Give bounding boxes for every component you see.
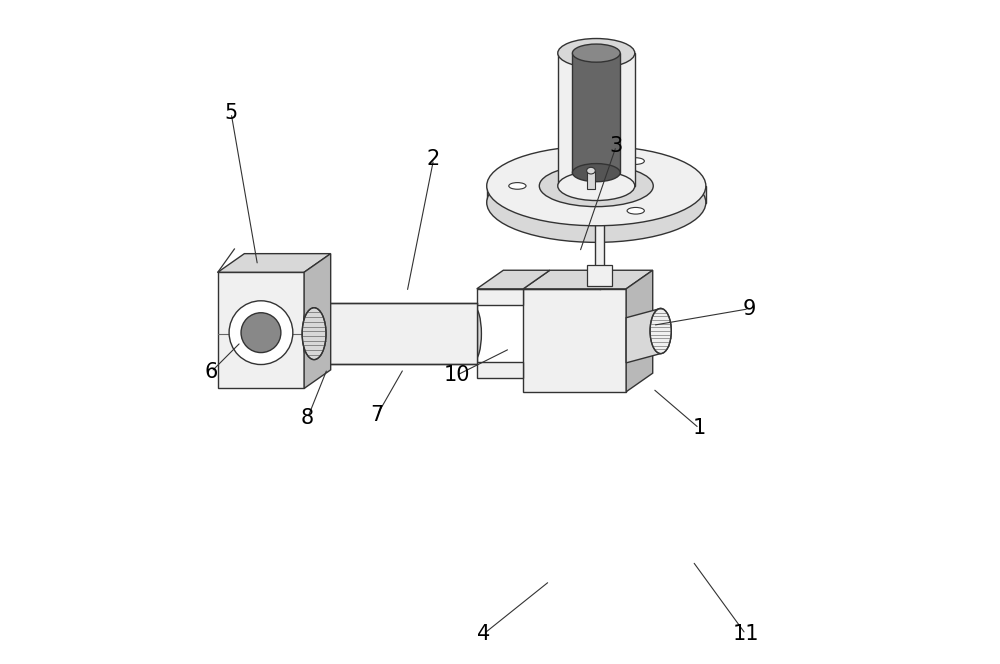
- Ellipse shape: [509, 183, 526, 189]
- Polygon shape: [626, 308, 661, 363]
- Polygon shape: [311, 303, 477, 365]
- Bar: [523, 289, 626, 392]
- Bar: [587, 265, 612, 286]
- Polygon shape: [595, 203, 604, 312]
- Ellipse shape: [229, 301, 293, 365]
- Ellipse shape: [587, 167, 595, 174]
- Ellipse shape: [650, 308, 671, 354]
- Ellipse shape: [487, 163, 706, 242]
- Polygon shape: [558, 53, 635, 186]
- Text: 4: 4: [477, 624, 490, 644]
- Text: 1: 1: [693, 418, 706, 438]
- Text: 2: 2: [427, 149, 440, 169]
- Polygon shape: [218, 254, 331, 272]
- Ellipse shape: [558, 39, 635, 68]
- Ellipse shape: [572, 163, 620, 182]
- Ellipse shape: [487, 146, 706, 226]
- Polygon shape: [523, 270, 653, 289]
- Ellipse shape: [539, 165, 653, 207]
- Ellipse shape: [241, 313, 281, 353]
- Polygon shape: [572, 53, 620, 173]
- Text: 11: 11: [732, 624, 759, 644]
- Ellipse shape: [302, 307, 326, 360]
- Text: 8: 8: [301, 408, 314, 428]
- Ellipse shape: [465, 306, 481, 361]
- Text: 3: 3: [610, 136, 623, 156]
- Text: 7: 7: [371, 405, 384, 425]
- Bar: [218, 272, 304, 388]
- Polygon shape: [487, 186, 706, 203]
- Bar: [477, 289, 523, 305]
- Polygon shape: [626, 270, 653, 392]
- Polygon shape: [304, 254, 331, 388]
- Text: 10: 10: [444, 365, 470, 385]
- Text: 6: 6: [204, 362, 218, 382]
- Ellipse shape: [558, 171, 635, 201]
- Bar: [587, 171, 595, 189]
- Text: 5: 5: [224, 103, 238, 123]
- Ellipse shape: [627, 207, 644, 214]
- Polygon shape: [477, 270, 550, 289]
- Text: 9: 9: [742, 299, 756, 319]
- Ellipse shape: [572, 44, 620, 62]
- Ellipse shape: [303, 303, 319, 365]
- Ellipse shape: [627, 158, 644, 165]
- Bar: [477, 362, 523, 378]
